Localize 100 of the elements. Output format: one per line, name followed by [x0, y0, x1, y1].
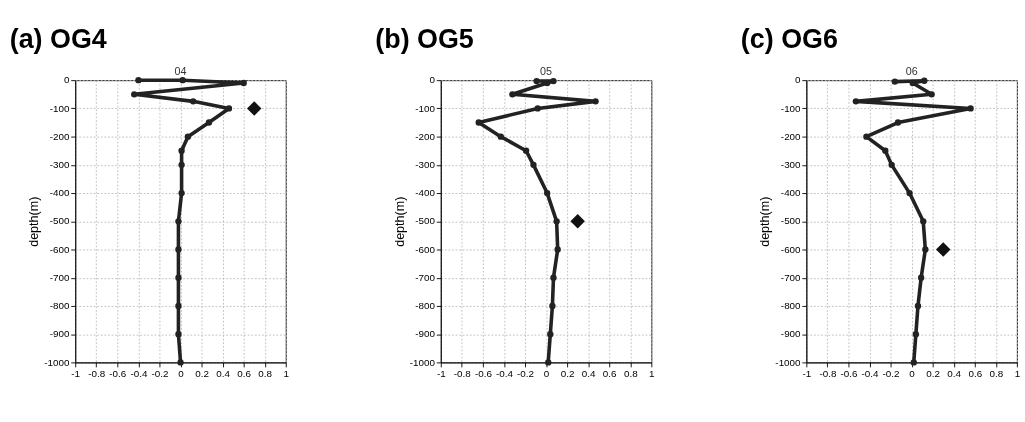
x-tick-label: 0.2	[195, 368, 209, 380]
point	[184, 133, 192, 140]
y-tick-label: -800	[415, 300, 436, 312]
x-tick-label: -1	[802, 368, 812, 380]
point	[509, 91, 516, 98]
y-tick-label: -800	[49, 300, 70, 312]
x-tick-label: 1	[649, 368, 655, 380]
point	[549, 302, 556, 310]
point	[914, 302, 922, 310]
y-tick-label: -1000	[44, 356, 70, 368]
point	[543, 189, 551, 197]
y-tick-label: -600	[780, 243, 802, 255]
y-tick-label: -500	[780, 215, 802, 227]
x-tick-label: 0.4	[581, 368, 597, 380]
point	[554, 246, 561, 253]
y-tick-label: -200	[49, 130, 70, 142]
x-tick-label: -0.6	[840, 368, 858, 380]
y-tick-label: -400	[49, 187, 70, 199]
point	[175, 331, 182, 338]
x-tick-label: -0.8	[88, 368, 106, 380]
x-tick-label: 0.6	[602, 368, 618, 380]
x-tick-label: 0.2	[926, 368, 941, 380]
x-tick-label: 1	[1014, 368, 1021, 380]
point	[920, 218, 927, 225]
x-tick-label: -0.6	[474, 368, 493, 380]
x-tick-label: -0.2	[882, 368, 900, 380]
y-tick-label: -1000	[775, 356, 802, 368]
y-tick-label: -700	[780, 271, 802, 283]
point	[175, 218, 182, 225]
y-tick-label: -600	[415, 243, 436, 255]
point	[550, 77, 557, 85]
y-tick-label: 0	[63, 74, 70, 86]
point	[175, 274, 182, 281]
point	[175, 302, 182, 310]
chart-subtitle: 06	[905, 64, 918, 77]
y-tick-label: -700	[415, 271, 436, 283]
point	[550, 274, 557, 281]
y-tick-label: -100	[49, 102, 70, 114]
y-tick-label: -400	[415, 187, 436, 199]
y-tick-label: -500	[415, 215, 436, 227]
x-tick-label: 0.6	[968, 368, 983, 380]
point	[190, 98, 197, 105]
point	[863, 133, 870, 140]
point	[967, 105, 974, 112]
x-tick-label: 0	[543, 368, 550, 380]
y-axis-title: depth(m)	[392, 196, 407, 247]
x-tick-label: -0.4	[861, 368, 879, 380]
point	[882, 147, 889, 154]
x-tick-label: 0.4	[947, 368, 962, 380]
x-tick-label: -0.2	[151, 368, 169, 380]
point	[917, 274, 925, 281]
x-tick-label: -0.8	[453, 368, 472, 380]
x-tick-label: -1	[436, 368, 446, 380]
point	[852, 98, 860, 105]
point	[543, 79, 551, 87]
chart-title: (c) OG6	[740, 23, 838, 54]
y-axis-title: depth(m)	[26, 196, 41, 247]
y-tick-label: -100	[415, 102, 436, 114]
y-tick-label: -300	[780, 159, 802, 170]
y-tick-label: -900	[780, 328, 802, 340]
point	[922, 246, 929, 253]
y-tick-label: -300	[49, 159, 70, 170]
point	[936, 242, 951, 257]
y-tick-label: -100	[780, 102, 802, 114]
point	[247, 101, 262, 116]
point	[545, 359, 552, 366]
point	[131, 91, 138, 98]
x-tick-label: 0.4	[216, 368, 231, 380]
y-tick-label: -500	[49, 215, 70, 227]
y-tick-label: -900	[49, 328, 70, 340]
point	[179, 77, 186, 84]
point	[205, 119, 213, 126]
x-tick-label: 0.2	[560, 368, 575, 380]
point	[240, 79, 247, 87]
chart-title: (b) OG5	[375, 23, 474, 54]
x-tick-label: 0	[178, 368, 185, 380]
point	[906, 189, 913, 197]
x-tick-label: -0.4	[130, 368, 148, 380]
x-tick-label: 0	[909, 368, 916, 380]
x-tick-label: -0.4	[495, 368, 514, 380]
x-tick-label: 1	[283, 368, 290, 380]
point	[534, 105, 541, 112]
y-tick-label: -600	[49, 243, 70, 255]
y-tick-label: -1000	[409, 356, 436, 368]
x-tick-label: -0.8	[819, 368, 837, 380]
point	[530, 161, 537, 169]
y-tick-label: 0	[429, 74, 436, 86]
point	[522, 147, 530, 154]
y-tick-label: -300	[415, 159, 436, 170]
point	[547, 331, 554, 338]
point	[928, 91, 935, 98]
point	[570, 214, 585, 229]
point	[225, 105, 233, 112]
x-tick-label: 0.8	[623, 368, 639, 380]
point	[921, 77, 928, 84]
point	[178, 189, 185, 197]
y-tick-label: -700	[49, 271, 70, 283]
chart-subtitle: 04	[174, 64, 187, 77]
chart-subtitle: 05	[540, 64, 553, 77]
y-tick-label: -900	[415, 328, 436, 340]
